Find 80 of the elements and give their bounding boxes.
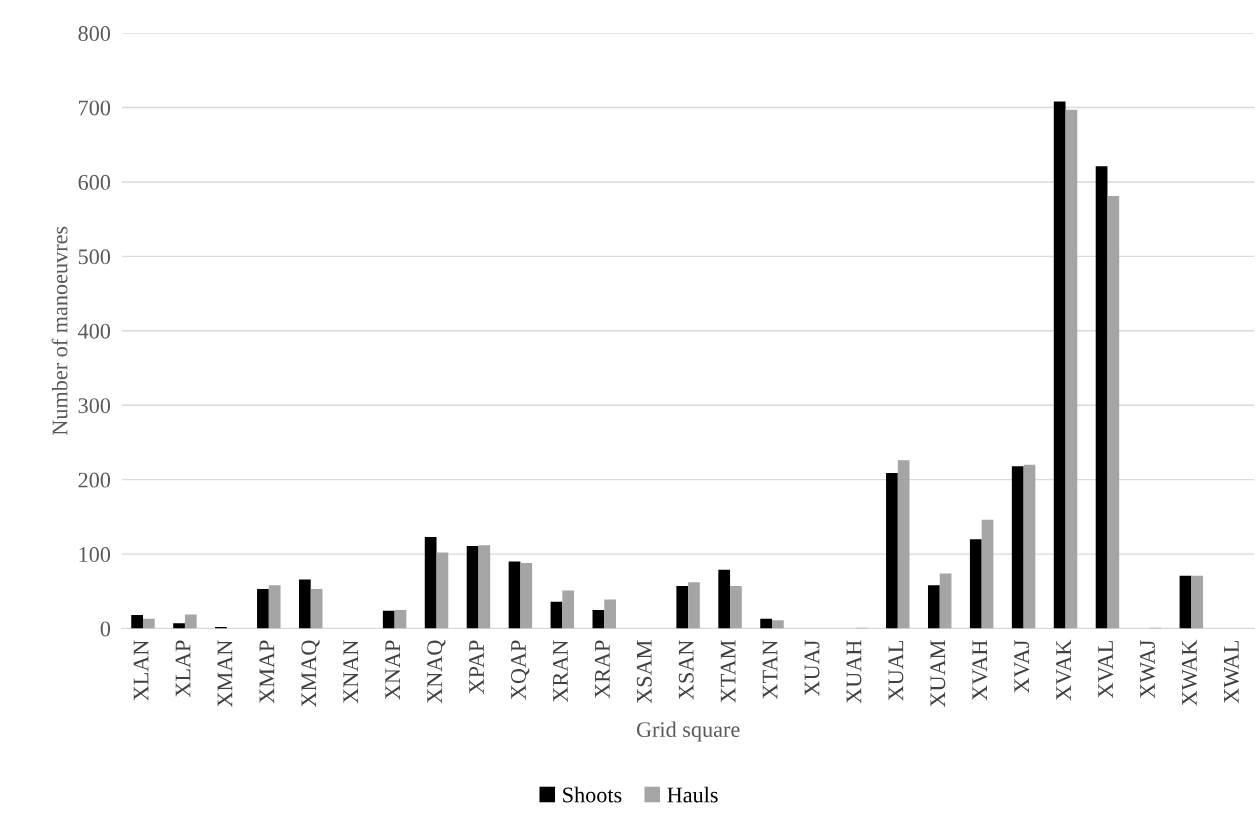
bar xyxy=(604,599,616,629)
bar xyxy=(730,586,742,629)
bar xyxy=(424,536,437,629)
x-tick-label: XUAH xyxy=(846,640,862,704)
x-tick-label: XVAH xyxy=(972,640,988,701)
x-tick-label: XVAJ xyxy=(1014,640,1030,694)
x-tick-label: XTAN xyxy=(762,640,778,700)
y-tick-label: 600 xyxy=(78,174,111,190)
bar xyxy=(760,618,772,629)
x-tick-label: XQAP xyxy=(511,640,530,700)
x-tick-label: XSAN xyxy=(678,640,694,700)
y-tick-label: 500 xyxy=(78,249,111,265)
bar xyxy=(1023,464,1036,629)
x-tick-label: XTAM xyxy=(720,640,736,703)
bar xyxy=(382,610,395,629)
x-tick-label: XNAP xyxy=(385,640,400,700)
bar xyxy=(184,614,197,629)
bar xyxy=(718,569,731,629)
bar xyxy=(592,609,605,629)
x-tick-label: XMAN xyxy=(217,640,233,708)
bar xyxy=(771,620,784,629)
bar xyxy=(886,472,898,629)
bar xyxy=(131,615,143,629)
bar xyxy=(1107,196,1120,629)
x-tick-label: XRAP xyxy=(594,640,610,699)
bar xyxy=(676,586,689,629)
bar xyxy=(1065,109,1078,629)
bar xyxy=(1191,575,1204,629)
x-tick-label: XVAL xyxy=(1098,640,1114,698)
x-tick-label: XUAM xyxy=(930,640,946,708)
bar xyxy=(562,590,575,629)
legend-label: Hauls xyxy=(667,786,718,803)
bar xyxy=(466,545,479,629)
x-tick-label: XLAN xyxy=(133,640,149,701)
bar xyxy=(508,561,521,629)
y-tick-label: 100 xyxy=(79,547,111,563)
bar xyxy=(927,585,940,629)
x-axis-title: Grid square xyxy=(636,721,740,742)
x-tick-label: XUAL xyxy=(888,640,904,701)
x-tick-label: XWAL xyxy=(1223,640,1239,704)
x-tick-label: XUAJ xyxy=(804,640,820,696)
bar xyxy=(478,545,491,629)
x-tick-label: XMAQ xyxy=(301,640,320,708)
legend-label: Shoots xyxy=(563,786,622,803)
bar xyxy=(298,579,311,629)
bar xyxy=(142,618,155,629)
bar xyxy=(1179,575,1192,629)
y-tick-label: 0 xyxy=(100,621,111,637)
y-tick-label: 700 xyxy=(79,100,111,116)
x-tick-label: XRAN xyxy=(553,640,568,703)
bar xyxy=(1095,166,1108,629)
y-tick-label: 400 xyxy=(78,323,111,339)
y-tick-label: 200 xyxy=(78,472,111,488)
bar xyxy=(1011,466,1024,629)
bar xyxy=(1053,101,1066,629)
bar xyxy=(897,460,910,629)
bar xyxy=(173,623,185,629)
y-axis-title: Number of manoeuvres xyxy=(51,226,68,436)
x-tick-label: XVAK xyxy=(1056,639,1072,701)
x-tick-label: XNAQ xyxy=(427,640,446,704)
bar xyxy=(310,589,323,629)
bar xyxy=(688,582,700,629)
bar xyxy=(257,589,269,629)
bar xyxy=(436,552,449,629)
x-tick-label: XMAP xyxy=(259,640,275,704)
x-tick-label: XNAN xyxy=(343,640,358,704)
x-tick-label: XWAJ xyxy=(1140,640,1156,699)
bar xyxy=(550,601,563,629)
x-tick-label: XLAP xyxy=(175,640,191,698)
bar xyxy=(939,573,952,629)
bar xyxy=(520,563,533,629)
y-tick-label: 800 xyxy=(78,26,111,42)
bar xyxy=(969,539,982,629)
bar xyxy=(394,609,407,629)
y-tick-label: 300 xyxy=(78,398,111,414)
x-tick-label: XPAP xyxy=(469,640,484,694)
x-tick-label: XWAK xyxy=(1182,639,1198,706)
bar xyxy=(268,585,281,629)
bar xyxy=(981,519,994,629)
x-tick-label: XSAM xyxy=(636,640,652,704)
